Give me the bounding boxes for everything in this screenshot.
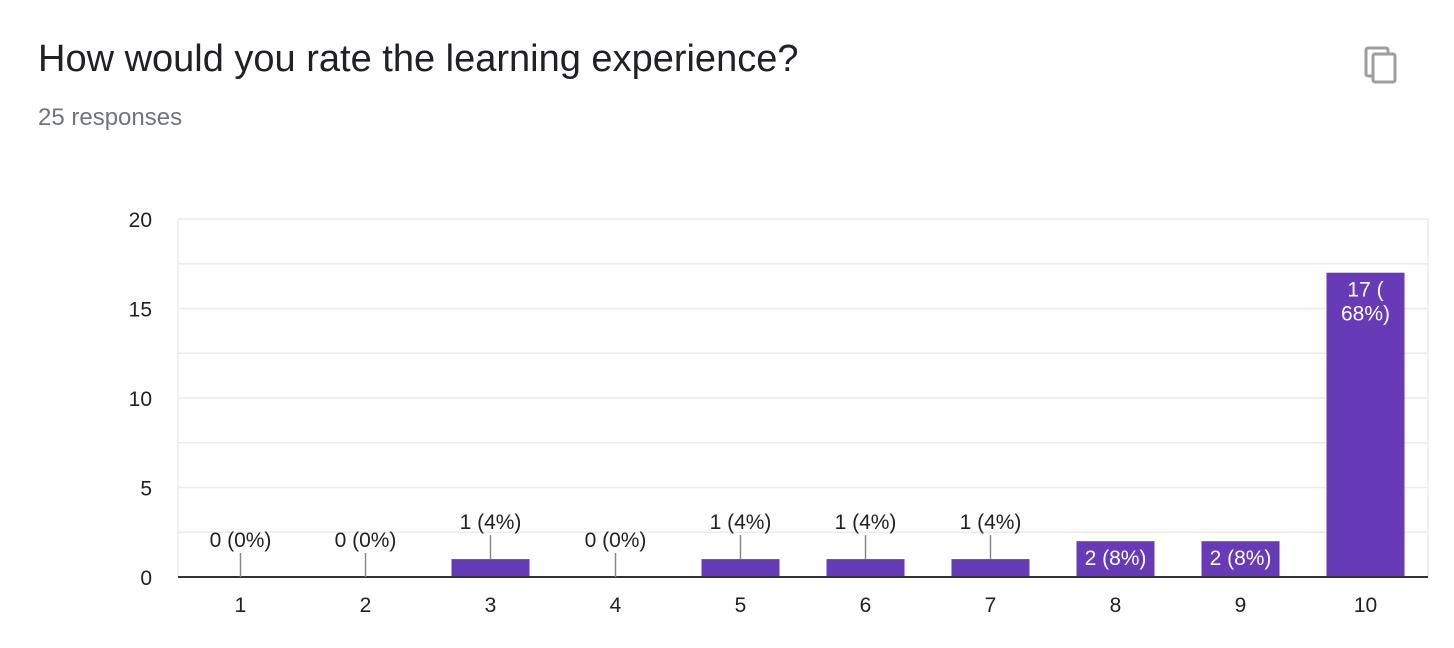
- x-tick-label: 8: [1110, 594, 1122, 617]
- data-label: 17 (68%): [1341, 279, 1390, 326]
- x-tick-label: 9: [1235, 594, 1247, 617]
- data-label: 2 (8%): [1085, 547, 1147, 570]
- y-tick-label: 20: [129, 209, 152, 232]
- y-axis-ticks: 0 5 10 15 20: [129, 209, 152, 590]
- x-axis-ticks: 1 2 3 4 5 6 7 8 9 10: [178, 576, 1428, 617]
- response-count: 25 responses: [38, 104, 183, 131]
- y-tick-label: 5: [140, 478, 152, 501]
- x-tick-label: 6: [860, 594, 872, 617]
- x-tick-label: 5: [735, 594, 747, 617]
- bar: [1076, 541, 1155, 577]
- x-tick-label: 7: [985, 594, 997, 617]
- data-label: 1 (4%): [835, 511, 897, 534]
- bars: [451, 272, 1405, 577]
- copy-chart-button[interactable]: [1356, 40, 1406, 90]
- data-label: 0 (0%): [335, 529, 397, 552]
- grid-lines: [177, 218, 1429, 577]
- x-tick-label: 10: [1354, 594, 1377, 617]
- y-tick-label: 10: [129, 388, 152, 411]
- x-tick-label: 3: [485, 594, 497, 617]
- data-label: 0 (0%): [585, 529, 647, 552]
- bar: [951, 559, 1030, 577]
- data-label: 0 (0%): [210, 529, 272, 552]
- bar: [826, 559, 905, 577]
- data-label: 2 (8%): [1210, 547, 1272, 570]
- chart-title: How would you rate the learning experien…: [38, 38, 799, 80]
- bar: [701, 559, 780, 577]
- y-tick-label: 15: [129, 299, 152, 322]
- data-label: 1 (4%): [460, 511, 522, 534]
- data-label: 1 (4%): [710, 511, 772, 534]
- copy-icon: [1364, 46, 1397, 84]
- bar: [451, 559, 530, 577]
- bar: [1201, 541, 1280, 577]
- y-tick-label: 0: [140, 567, 152, 590]
- bar: [1326, 272, 1405, 577]
- data-label: 1 (4%): [960, 511, 1022, 534]
- x-tick-label: 1: [235, 594, 247, 617]
- x-tick-label: 2: [360, 594, 372, 617]
- data-labels: 0 (0%) 0 (0%) 1 (4%) 0 (0%) 1 (4%) 1 (4%) 1 (4…: [210, 279, 1390, 577]
- x-tick-label: 4: [610, 594, 622, 617]
